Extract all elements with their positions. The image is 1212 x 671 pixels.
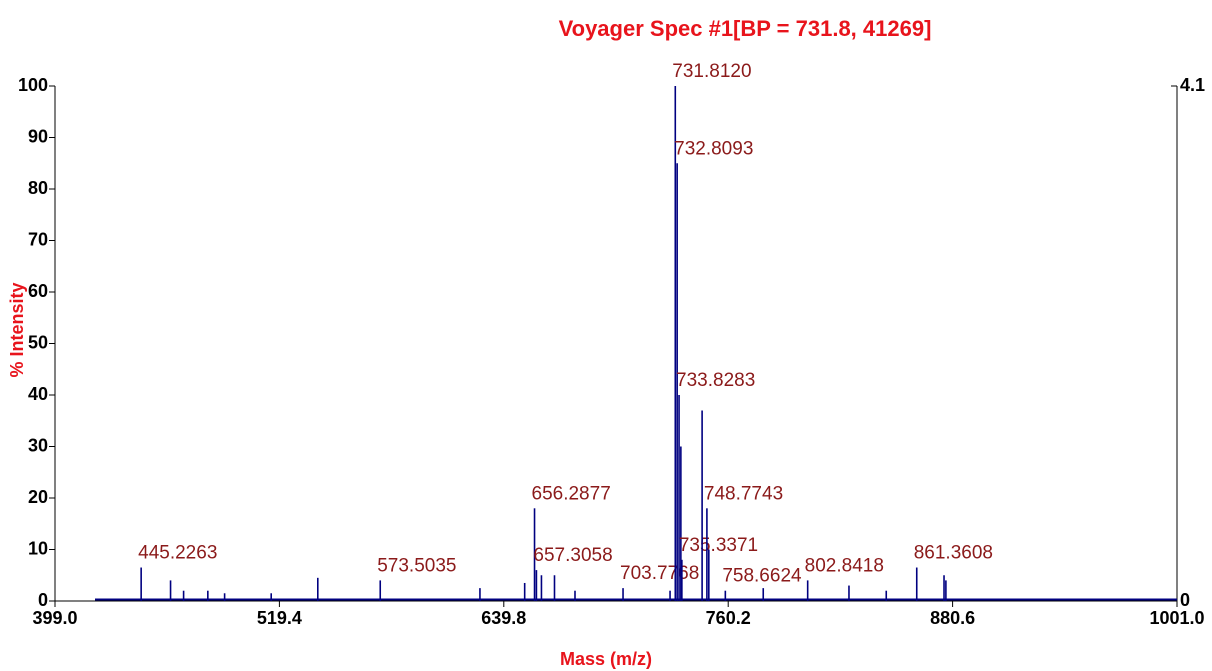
y-tick-label: 30	[28, 435, 48, 455]
y-tick-label: 60	[28, 281, 48, 301]
y-axis-label: % Intensity	[7, 282, 27, 377]
peak-label: 573.5035	[377, 555, 456, 576]
peak-label: 733.8283	[676, 370, 755, 391]
y-tick-label: 0	[38, 590, 48, 610]
peak-label: 861.3608	[914, 543, 993, 564]
peak-label: 731.8120	[672, 61, 751, 82]
y-tick-label: 80	[28, 178, 48, 198]
peak-label: 748.7743	[704, 483, 783, 504]
peak-label: 735.3371	[679, 535, 758, 556]
peak-label: 732.8093	[674, 138, 753, 159]
chart-title: Voyager Spec #1[BP = 731.8, 41269]	[559, 16, 932, 41]
peak-label: 703.7768	[620, 563, 699, 584]
x-tick-label: 880.6	[930, 608, 975, 628]
y2-tick-label: 4.1	[1180, 75, 1205, 95]
x-tick-label: 399.0	[32, 608, 77, 628]
peak-label: 802.8418	[805, 555, 884, 576]
y2-tick-label: 0	[1180, 590, 1190, 610]
peak-label: 445.2263	[138, 543, 217, 564]
x-tick-label: 760.2	[706, 608, 751, 628]
y-tick-label: 40	[28, 384, 48, 404]
y-tick-label: 70	[28, 229, 48, 249]
x-tick-label: 639.8	[481, 608, 526, 628]
peak-label: 657.3058	[533, 545, 612, 566]
y-tick-label: 20	[28, 487, 48, 507]
x-tick-label: 519.4	[257, 608, 302, 628]
x-tick-label: 1001.0	[1149, 608, 1204, 628]
peak-label: 758.6624	[722, 566, 802, 587]
peak-label: 656.2877	[532, 483, 611, 504]
y-tick-label: 10	[28, 538, 48, 558]
y-tick-label: 90	[28, 126, 48, 146]
y-tick-label: 50	[28, 332, 48, 352]
y-tick-label: 100	[18, 75, 48, 95]
x-axis-label: Mass (m/z)	[560, 649, 652, 669]
